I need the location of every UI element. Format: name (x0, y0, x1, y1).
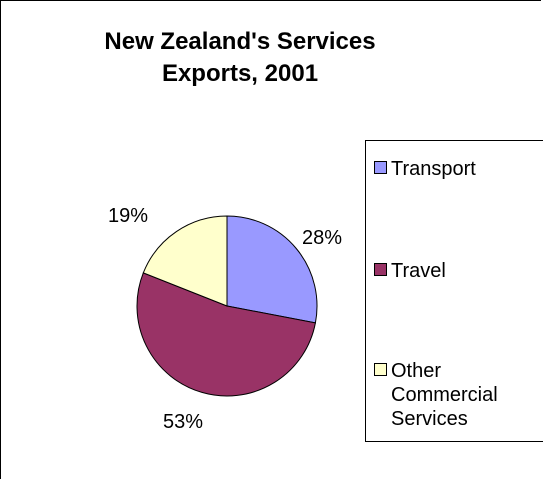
chart-legend: Transport Travel Other Commercial Servic… (365, 140, 543, 442)
legend-swatch-other (374, 363, 387, 376)
pie-slice-other (142, 215, 228, 307)
legend-label-transport: Transport (391, 158, 476, 180)
pie-slice-travel (136, 272, 316, 397)
data-label-travel: 53% (163, 411, 203, 433)
legend-swatch-transport (374, 161, 387, 174)
pie-slice-transport (226, 215, 318, 324)
legend-item-other: Other Commercial Services (374, 359, 531, 431)
chart-title: New Zealand's Services Exports, 2001 (40, 26, 440, 90)
data-label-transport: 28% (302, 227, 342, 249)
legend-item-transport: Transport (374, 157, 531, 181)
chart-title-line-1: New Zealand's Services (104, 28, 376, 55)
chart-title-line-2: Exports, 2001 (161, 60, 319, 87)
legend-label-travel: Travel (391, 260, 446, 282)
legend-label-other-line-3: Services (391, 408, 468, 430)
legend-label-other-line-2: Commercial (391, 384, 498, 406)
legend-label-other-line-1: Other (391, 360, 442, 382)
legend-item-travel: Travel (374, 259, 531, 283)
legend-swatch-travel (374, 263, 387, 276)
legend-label-other: Other Commercial Services (391, 359, 531, 431)
data-label-other: 19% (108, 205, 148, 227)
